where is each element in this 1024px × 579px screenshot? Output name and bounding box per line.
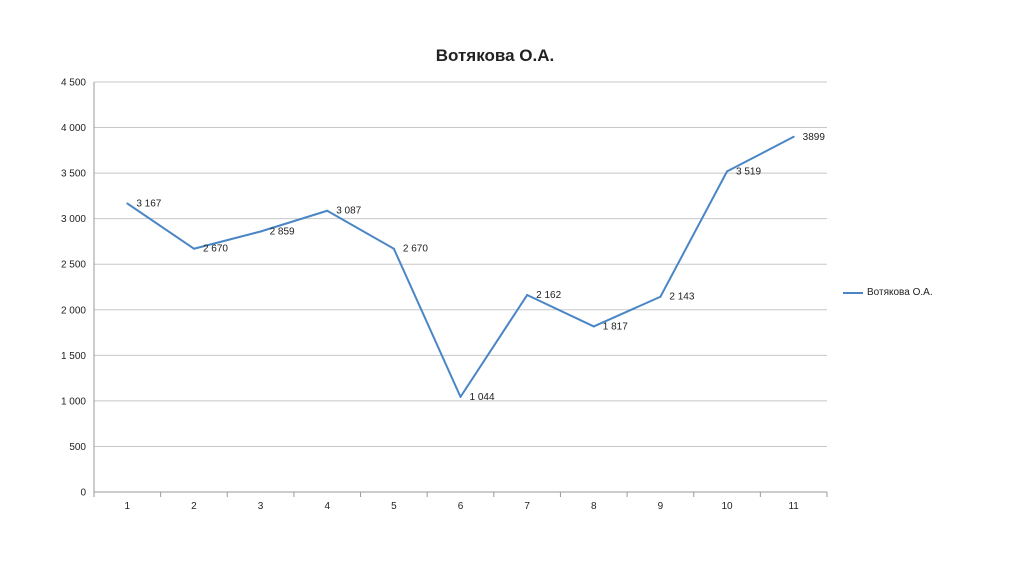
y-tick-label: 2 500: [61, 260, 86, 271]
chart-title: Вотякова О.А.: [435, 46, 555, 65]
data-label: 2 670: [203, 244, 228, 255]
data-point: [592, 325, 595, 328]
legend: Вотякова О.А.: [843, 287, 933, 298]
data-point: [526, 294, 529, 297]
data-label: 2 143: [669, 292, 694, 303]
y-tick-label: 500: [69, 442, 86, 453]
x-tick-label: 3: [258, 501, 264, 512]
data-label: 1 044: [470, 392, 495, 403]
data-label: 2 670: [403, 244, 428, 255]
y-tick-label: 3 500: [61, 169, 86, 180]
data-point: [459, 395, 462, 398]
y-tick-label: 3 000: [61, 214, 86, 225]
data-label: 3 087: [336, 206, 361, 217]
y-tick-label: 4 000: [61, 123, 86, 134]
data-label: 3899: [803, 132, 826, 143]
y-tick-label: 0: [80, 488, 86, 499]
x-tick-label: 8: [591, 501, 597, 512]
x-tick-label: 11: [788, 501, 799, 512]
y-tick-label: 1 500: [61, 351, 86, 362]
legend-label: Вотякова О.А.: [867, 287, 933, 298]
x-tick-label: 9: [658, 501, 664, 512]
x-tick-label: 5: [391, 501, 397, 512]
series-line: [126, 135, 795, 398]
data-label: 2 162: [536, 290, 561, 301]
x-tick-label: 10: [721, 501, 733, 512]
x-tick-label: 1: [125, 501, 131, 512]
data-label: 2 859: [270, 227, 295, 238]
data-point: [792, 135, 795, 138]
x-tick-label: 7: [524, 501, 530, 512]
data-point: [326, 209, 329, 212]
data-point: [126, 202, 129, 205]
legend-line-swatch: [843, 291, 863, 294]
data-label: 3 167: [136, 198, 161, 209]
data-point: [659, 295, 662, 298]
data-label: 3 519: [736, 166, 761, 177]
data-label: 1 817: [603, 321, 628, 332]
y-tick-label: 4 500: [61, 78, 86, 89]
x-tick-label: 2: [191, 501, 197, 512]
data-point: [259, 230, 262, 233]
data-point: [192, 247, 195, 250]
data-point: [726, 170, 729, 173]
y-tick-label: 2 000: [61, 305, 86, 316]
x-tick-label: 6: [458, 501, 464, 512]
x-tick-label: 4: [324, 501, 330, 512]
data-point: [392, 247, 395, 250]
y-tick-label: 1 000: [61, 396, 86, 407]
